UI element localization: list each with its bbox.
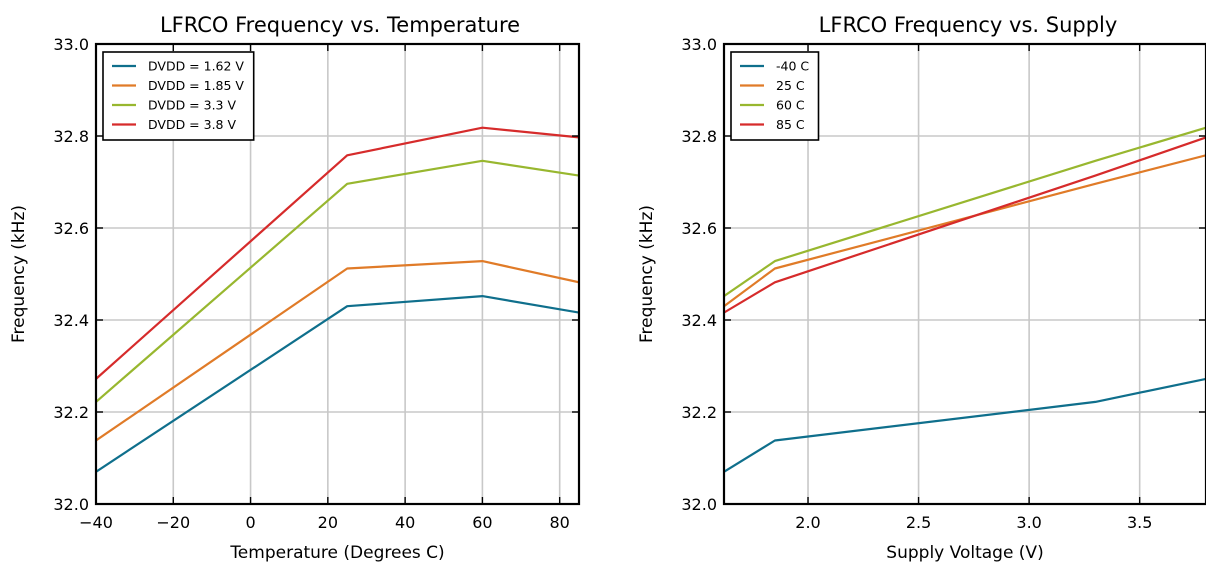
series-line-0 <box>724 377 1206 473</box>
chart-temperature: LFRCO Frequency vs. Temperature Temperat… <box>9 13 581 563</box>
x-tick-label: 3.0 <box>1016 513 1041 532</box>
x-tick-label: 80 <box>550 513 570 532</box>
series-line-0 <box>96 295 579 473</box>
series-group <box>96 126 579 473</box>
legend: -40 C 25 C 60 C 85 C <box>730 51 820 141</box>
legend: DVDD = 1.62 V DVDD = 1.85 V DVDD = 3.3 V DV… <box>102 51 255 141</box>
series-line-2 <box>724 126 1206 298</box>
series-group <box>724 126 1206 473</box>
x-tick-label: 2.0 <box>795 513 820 532</box>
y-tick-label: 32.6 <box>681 219 717 238</box>
grid <box>724 44 1206 504</box>
x-tick-label: 3.5 <box>1127 513 1152 532</box>
y-tick-label: 32.8 <box>681 127 717 146</box>
y-tick-label: 32.4 <box>53 311 89 330</box>
chart-title: LFRCO Frequency vs. Temperature <box>160 13 520 37</box>
series-line-3 <box>724 136 1206 314</box>
legend-label: DVDD = 1.62 V <box>148 59 244 74</box>
x-axis-label: Supply Voltage (V) <box>886 543 1043 563</box>
x-tick-label: −20 <box>156 513 190 532</box>
x-tick-label: −40 <box>79 513 113 532</box>
legend-label: 85 C <box>776 117 805 132</box>
y-axis-label: Frequency (kHz) <box>637 205 657 343</box>
y-tick-label: 33.0 <box>681 35 717 54</box>
legend-label: 25 C <box>776 78 805 93</box>
series-line-3 <box>96 126 579 380</box>
plot-frame <box>722 42 1206 506</box>
ticks: 2.0 2.5 3.0 3.5 32.0 32.2 32.4 32.6 32.8 33.0 <box>681 35 1206 532</box>
legend-label: DVDD = 3.8 V <box>148 117 236 132</box>
y-tick-label: 32.2 <box>681 403 717 422</box>
x-tick-label: 40 <box>395 513 415 532</box>
y-tick-label: 32.0 <box>681 495 717 514</box>
legend-label: -40 C <box>776 59 809 74</box>
x-tick-label: 20 <box>318 513 338 532</box>
y-tick-label: 32.6 <box>53 219 89 238</box>
y-tick-label: 32.4 <box>681 311 717 330</box>
legend-label: DVDD = 1.85 V <box>148 78 244 93</box>
legend-label: 60 C <box>776 98 805 113</box>
plot-frame <box>94 42 581 506</box>
legend-label: DVDD = 3.3 V <box>148 98 236 113</box>
y-tick-label: 33.0 <box>53 35 89 54</box>
x-tick-label: 0 <box>245 513 255 532</box>
y-tick-label: 32.8 <box>53 127 89 146</box>
x-tick-label: 2.5 <box>906 513 931 532</box>
series-line-1 <box>724 154 1206 308</box>
x-tick-label: 60 <box>472 513 492 532</box>
series-line-2 <box>96 159 579 403</box>
series-line-1 <box>96 260 579 442</box>
chart-title: LFRCO Frequency vs. Supply <box>819 13 1118 37</box>
y-tick-label: 32.2 <box>53 403 89 422</box>
chart-supply: LFRCO Frequency vs. Supply Supply Voltag… <box>637 13 1206 563</box>
x-axis-label: Temperature (Degrees C) <box>229 543 444 563</box>
y-axis-label: Frequency (kHz) <box>9 205 29 343</box>
ticks: −40 −20 0 20 40 60 80 32.0 32.2 32.4 32.6 32.8 33.0 <box>53 35 579 532</box>
y-tick-label: 32.0 <box>53 495 89 514</box>
